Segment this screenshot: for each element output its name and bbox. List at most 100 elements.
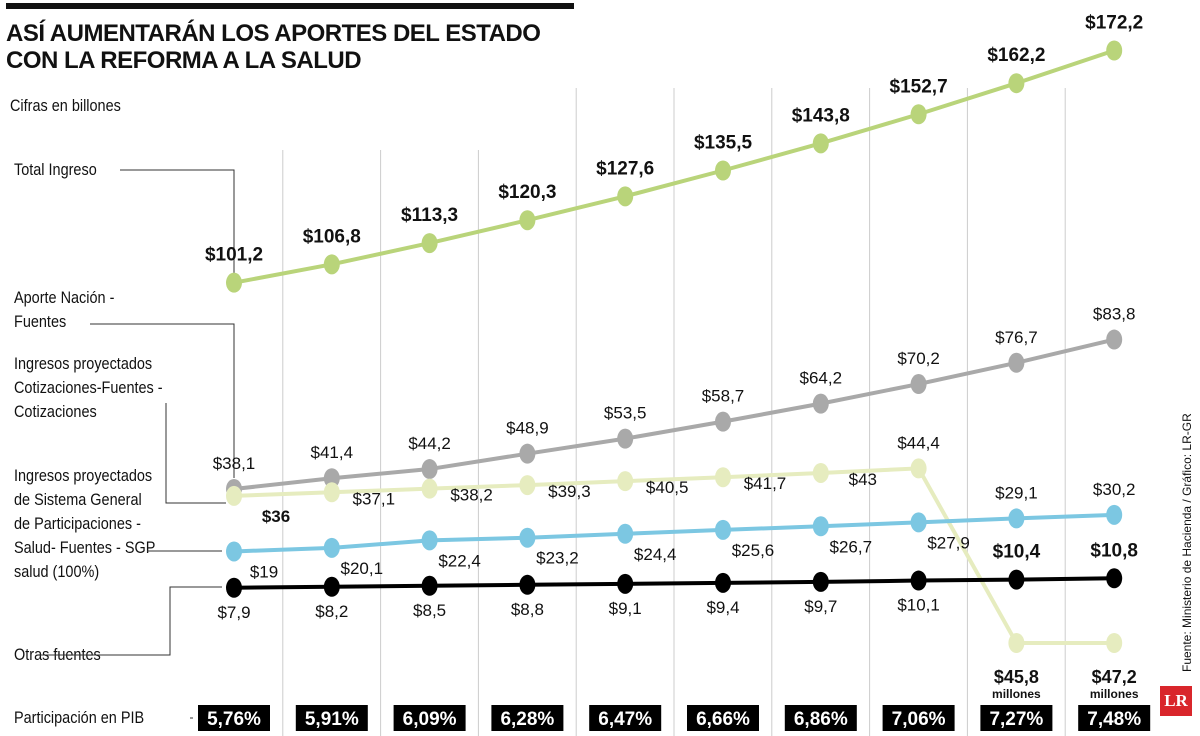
data-label: $10,1 (897, 596, 940, 615)
data-point (617, 573, 634, 594)
data-point (1008, 633, 1025, 653)
data-point (617, 428, 634, 449)
source-note: Fuente: Ministerio de Hacienda / Gráfico… (1180, 413, 1194, 672)
legend-sgp: Ingresos proyectados de Sistema General … (14, 466, 156, 581)
pib-box (882, 705, 955, 731)
data-point (226, 577, 242, 598)
data-point (812, 571, 829, 592)
data-label: $43 (849, 470, 877, 489)
data-label: $20,1 (341, 559, 384, 578)
data-label: $44,2 (408, 434, 451, 453)
data-label: $44,4 (897, 433, 940, 452)
data-label: $106,8 (303, 226, 361, 247)
data-point (226, 485, 242, 506)
data-point (1008, 569, 1025, 590)
pib-box (589, 705, 662, 731)
data-point (323, 254, 340, 275)
data-point (1106, 504, 1123, 525)
data-point (421, 478, 438, 499)
data-point (1008, 352, 1025, 373)
data-label: $10,4 (993, 542, 1041, 563)
data-point (910, 104, 927, 125)
data-label: $135,5 (694, 133, 753, 154)
data-point (715, 160, 731, 181)
data-label: $37,1 (353, 489, 396, 508)
pib-box (491, 705, 564, 731)
leader-line (120, 169, 235, 282)
data-point (812, 133, 829, 154)
pib-box (295, 705, 368, 731)
data-label: $38,2 (450, 486, 493, 505)
data-point (910, 512, 927, 533)
data-label: $39,3 (548, 482, 591, 501)
data-label: $24,4 (634, 545, 677, 564)
legend-pib: Participación en PIB (14, 708, 145, 727)
pib-box (198, 705, 270, 731)
data-point (1008, 508, 1025, 529)
data-label: $23,2 (536, 549, 579, 568)
subtitle: Cifras en billones (10, 96, 121, 115)
data-label: $58,7 (702, 387, 745, 406)
data-label: $162,2 (987, 45, 1045, 66)
pib-label: 5,76% (207, 709, 261, 730)
data-point (715, 572, 731, 593)
series-line (233, 576, 1115, 590)
data-label: $41,7 (744, 474, 787, 493)
lr-logo: LR (1160, 686, 1192, 716)
legend-aporte: Aporte Nación - Fuentes (14, 288, 115, 331)
data-point (617, 186, 634, 207)
data-label: $36 (262, 507, 290, 526)
data-point (226, 541, 242, 562)
data-label: $9,1 (609, 599, 642, 618)
data-label: $8,5 (413, 601, 446, 620)
data-point (715, 519, 731, 540)
data-point (812, 462, 829, 483)
pib-label: 6,28% (500, 709, 554, 730)
data-point (421, 233, 438, 254)
data-point (1106, 568, 1123, 589)
data-label: $29,1 (995, 483, 1038, 502)
data-label: $53,5 (604, 404, 647, 423)
title-line-2: CON LA REFORMA A LA SALUD (6, 47, 362, 74)
data-label: $27,9 (927, 533, 970, 552)
data-label: $30,2 (1093, 480, 1136, 499)
chart-title: ASÍ AUMENTARÁN LOS APORTES DEL ESTADO CO… (6, 20, 541, 74)
leader-line (40, 586, 222, 656)
data-point (519, 527, 536, 548)
series-line (233, 466, 1115, 645)
data-point (323, 468, 340, 489)
data-point (1106, 329, 1123, 350)
data-label: $127,6 (596, 158, 654, 179)
data-label: $113,3 (401, 205, 458, 226)
data-point (323, 482, 340, 503)
data-point (323, 537, 340, 558)
pib-label: 7,48% (1087, 709, 1141, 730)
leader-line (165, 403, 226, 504)
data-point (910, 458, 927, 479)
data-point (910, 374, 927, 395)
data-label: $41,4 (311, 443, 354, 462)
data-label: $101,2 (205, 245, 263, 266)
data-label: $64,2 (800, 369, 843, 388)
pib-box (1078, 705, 1151, 731)
pib-box (980, 705, 1053, 731)
data-label: $9,7 (804, 597, 837, 616)
unit-note: millones (1090, 687, 1139, 701)
pib-box (784, 705, 857, 731)
data-point (421, 530, 438, 551)
data-label: $8,2 (315, 602, 348, 621)
data-label: $8,8 (511, 600, 544, 619)
data-label: $9,4 (706, 598, 739, 617)
data-point (519, 210, 536, 231)
pib-label: 7,27% (989, 709, 1043, 730)
data-point (519, 475, 536, 496)
data-point (323, 576, 340, 597)
data-label: $40,5 (646, 478, 689, 497)
data-label: $120,3 (498, 182, 556, 203)
data-point (715, 411, 731, 432)
legend-cotizaciones: Ingresos proyectados Cotizaciones-Fuente… (14, 354, 163, 421)
data-point (421, 575, 438, 596)
data-label: $19 (250, 562, 278, 581)
pib-box (687, 705, 759, 731)
